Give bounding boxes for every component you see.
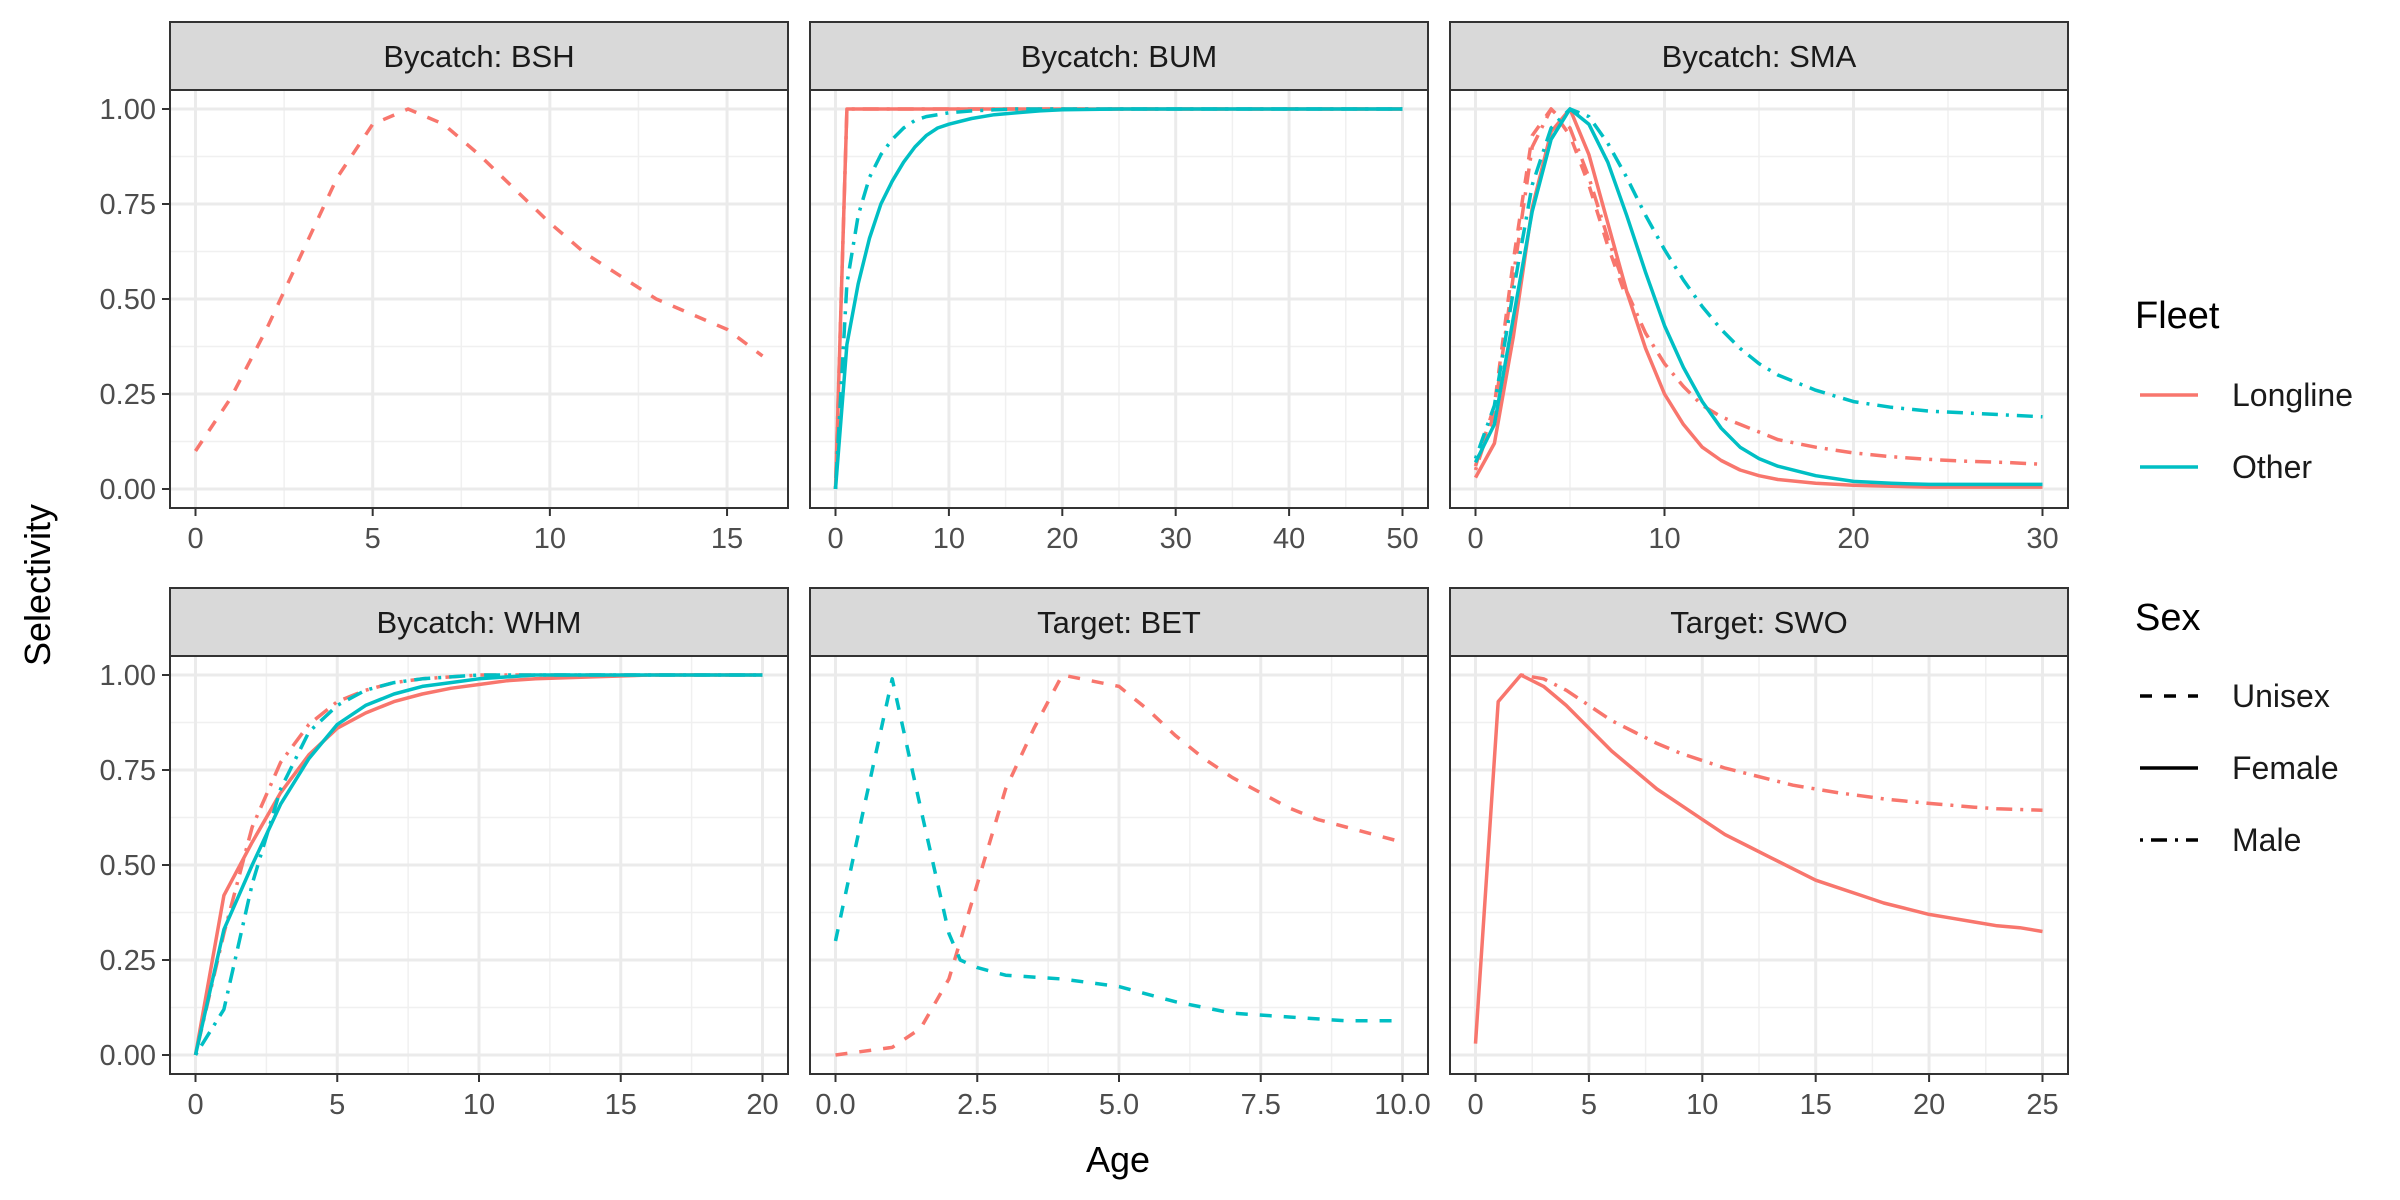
y-tick-label: 0.00 <box>100 474 156 506</box>
x-tick-label: 10.0 <box>1374 1089 1430 1121</box>
x-tick-label: 0 <box>827 523 843 555</box>
x-axis-title: Age <box>1086 1139 1150 1180</box>
y-tick-label: 1.00 <box>100 660 156 692</box>
panel-border <box>1449 89 2069 509</box>
facet-bycatch-bsh: Bycatch: BSH 0 5 10 15 0.00 0.25 0.50 0.75 1.00 <box>100 21 789 555</box>
x-tick-label: 40 <box>1273 523 1305 555</box>
y-tick-label: 0.00 <box>100 1040 156 1072</box>
x-tick-label: 20 <box>1837 523 1869 555</box>
x-tick-label: 15 <box>711 523 743 555</box>
series-line-other-unisex <box>833 677 1403 1023</box>
legend-title-sex: Sex <box>2135 597 2200 639</box>
x-tick-label: 5.0 <box>1099 1089 1139 1121</box>
facet-strip-label: Bycatch: BUM <box>1021 39 1217 74</box>
x-tick-label: 7.5 <box>1241 1089 1281 1121</box>
x-tick-label: 5 <box>1581 1089 1597 1121</box>
x-tick-label: 20 <box>1913 1089 1945 1121</box>
x-tick-label: 20 <box>1046 523 1078 555</box>
x-tick-label: 15 <box>605 1089 637 1121</box>
legend-item-other[interactable]: Other <box>2140 449 2312 485</box>
panel-border <box>809 89 1429 509</box>
x-tick-label: 10 <box>1686 1089 1718 1121</box>
facet-strip <box>169 21 789 91</box>
y-tick-label: 0.25 <box>100 379 156 411</box>
facet-target-bet: Target: BET 0.0 2.5 5.0 7.5 10.0 <box>809 587 1431 1121</box>
x-tick-label: 5 <box>365 523 381 555</box>
series-line-longline-unisex <box>1473 107 1629 467</box>
legend-item-male[interactable]: Male <box>2140 822 2301 858</box>
facet-strip <box>1449 587 2069 657</box>
series-line-other-female <box>193 673 763 1056</box>
series-line-longline-unisex <box>835 673 1403 1057</box>
x-tick-label: 50 <box>1386 523 1418 555</box>
facet-strip-label: Bycatch: SMA <box>1662 39 1857 74</box>
facet-bycatch-bum: Bycatch: BUM 0 10 20 30 40 50 <box>809 21 1429 555</box>
x-tick-label: 2.5 <box>957 1089 997 1121</box>
facet-bycatch-whm: Bycatch: WHM 0 5 10 15 20 0.00 0.25 0.50 0.75 1.00 <box>100 587 789 1121</box>
facet-strip-label: Bycatch: WHM <box>377 605 582 640</box>
series-line-other-female <box>1473 107 2043 487</box>
legend-item-unisex[interactable]: Unisex <box>2140 678 2330 714</box>
y-tick-label: 0.50 <box>100 850 156 882</box>
series-line-other-male <box>1473 107 2043 460</box>
legend-label-unisex: Unisex <box>2232 678 2330 714</box>
facet-strip-label: Target: SWO <box>1670 605 1847 640</box>
y-tick-label: 0.50 <box>100 284 156 316</box>
y-tick-label: 0.75 <box>100 755 156 787</box>
facet-strip <box>169 587 789 657</box>
y-tick-label: 1.00 <box>100 94 156 126</box>
legend-title-fleet: Fleet <box>2135 295 2220 337</box>
legend-label-male: Male <box>2232 822 2301 858</box>
facet-strip-label: Target: BET <box>1037 605 1201 640</box>
x-tick-label: 0 <box>187 1089 203 1121</box>
x-tick-label: 20 <box>746 1089 778 1121</box>
legend-label-female: Female <box>2232 750 2339 786</box>
x-tick-label: 0 <box>1467 523 1483 555</box>
series-line-longline-female <box>1473 673 2043 1044</box>
x-tick-label: 0 <box>1467 1089 1483 1121</box>
legend: Fleet Longline Other Sex Unisex Female M… <box>2135 295 2353 858</box>
series-line-other-male <box>194 673 763 1056</box>
series-line-other-male <box>833 107 1403 490</box>
legend-label-other: Other <box>2232 449 2312 485</box>
x-tick-label: 10 <box>534 523 566 555</box>
x-tick-label: 10 <box>463 1089 495 1121</box>
x-tick-label: 0.0 <box>815 1089 855 1121</box>
facet-bycatch-sma: Bycatch: SMA 0 10 20 30 <box>1449 21 2069 555</box>
y-tick-label: 0.75 <box>100 189 156 221</box>
x-tick-label: 25 <box>2026 1089 2058 1121</box>
y-axis-title: Selectivity <box>17 504 58 666</box>
legend-label-longline: Longline <box>2232 377 2353 413</box>
x-tick-label: 5 <box>329 1089 345 1121</box>
legend-item-female[interactable]: Female <box>2140 750 2339 786</box>
x-tick-label: 30 <box>1160 523 1192 555</box>
facet-strip <box>809 21 1429 91</box>
x-tick-label: 15 <box>1800 1089 1832 1121</box>
x-tick-label: 10 <box>1648 523 1680 555</box>
y-tick-label: 0.25 <box>100 945 156 977</box>
x-tick-label: 30 <box>2026 523 2058 555</box>
facet-strip-label: Bycatch: BSH <box>383 39 574 74</box>
legend-item-longline[interactable]: Longline <box>2140 377 2353 413</box>
panel-border <box>1449 655 2069 1075</box>
series-line-longline-unisex <box>194 107 764 452</box>
facet-strip <box>1449 21 2069 91</box>
x-tick-label: 0 <box>187 523 203 555</box>
facet-target-swo: Target: SWO 0 5 10 15 20 25 <box>1449 587 2069 1121</box>
series-line-longline-female <box>1473 107 2043 489</box>
x-tick-label: 10 <box>933 523 965 555</box>
